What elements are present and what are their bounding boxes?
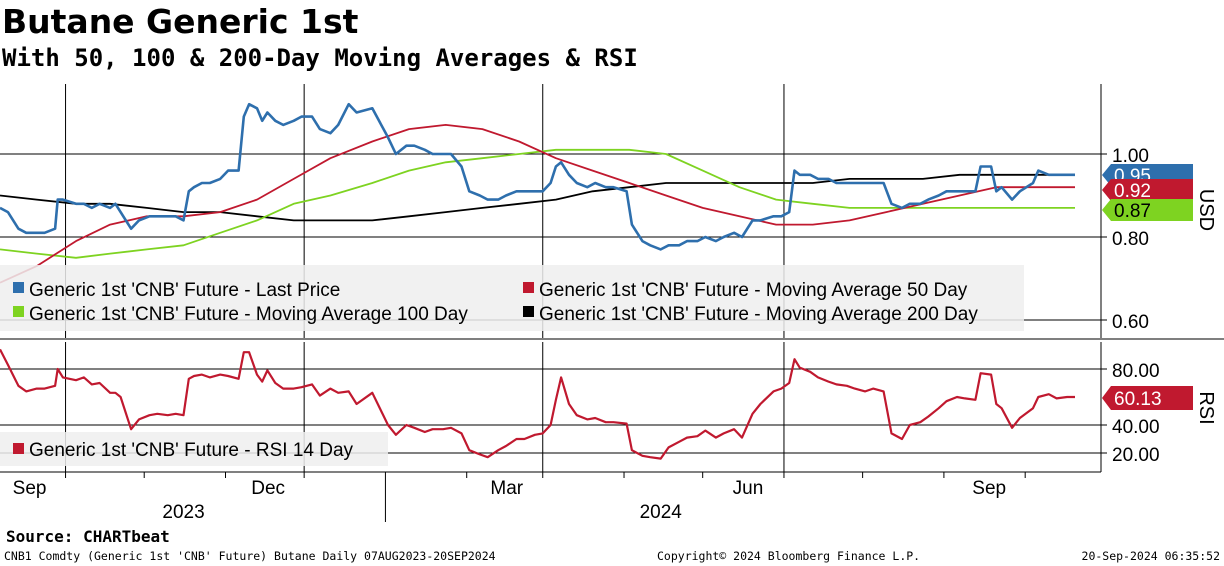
legend-label-ma200: Generic 1st 'CNB' Future - Moving Averag… [539, 304, 978, 325]
x-year-label: 2023 [162, 502, 204, 523]
rsi-tick-labels: 80.00 40.00 20.00 [1101, 361, 1160, 466]
legend-label-ma50: Generic 1st 'CNB' Future - Moving Averag… [539, 280, 968, 301]
x-tick-label: Sep [972, 478, 1006, 499]
x-year-label: 2024 [640, 502, 683, 523]
legend-swatch-rsi [13, 443, 24, 454]
price-tick-label: 1.00 [1112, 146, 1149, 167]
legend-label-ma100: Generic 1st 'CNB' Future - Moving Averag… [29, 304, 468, 325]
price-series-lines [0, 102, 1075, 284]
x-axis: Sep Dec Mar Jun Sep 2023 2024 [13, 472, 1026, 523]
rsi-tick-label: 40.00 [1112, 417, 1160, 438]
price-axis-label: USD [1195, 189, 1217, 231]
rsi-axis-label: RSI [1195, 391, 1217, 424]
last-value-text-ma100: 0.87 [1114, 201, 1151, 222]
price-legend-box [0, 265, 1024, 331]
x-tick-label: Dec [251, 478, 285, 499]
series-line-ma200 [0, 173, 1075, 222]
legend-label-rsi: Generic 1st 'CNB' Future - RSI 14 Day [29, 440, 354, 461]
rsi-legend-box [0, 432, 388, 466]
source-note: Source: CHARTbeat [6, 527, 170, 546]
x-tick-label: Mar [490, 478, 523, 499]
legend-label-last-price: Generic 1st 'CNB' Future - Last Price [29, 280, 340, 301]
last-value-text-ma50: 0.92 [1114, 181, 1151, 202]
last-value-text-rsi: 60.13 [1114, 389, 1162, 410]
series-line-last_price [0, 102, 1075, 251]
footer-timestamp: 20-Sep-2024 06:35:52 [1081, 549, 1220, 563]
last-value-tag-ma50 [1102, 179, 1193, 201]
rsi-legend: Generic 1st 'CNB' Future - RSI 14 Day [0, 432, 388, 466]
legend-swatch-ma200 [523, 306, 534, 317]
x-tick-label: Sep [13, 478, 47, 499]
legend-swatch-last-price [13, 282, 24, 293]
rsi-series-lines [0, 348, 1075, 460]
last-value-tag-rsi [1102, 386, 1193, 410]
rsi-tick-label: 80.00 [1112, 361, 1160, 382]
price-tick-label: 0.60 [1112, 312, 1149, 333]
price-last-value-tags: 0.950.920.87 [1102, 164, 1193, 222]
price-tick-labels: 1.00 0.80 0.60 [1101, 146, 1149, 333]
footer-description: CNB1 Comdty (Generic 1st 'CNB' Future) B… [4, 549, 496, 563]
price-legend: Generic 1st 'CNB' Future - Last Price Ge… [0, 265, 1024, 331]
rsi-vertical-gridlines [65, 342, 785, 472]
price-tick-label: 0.80 [1112, 229, 1149, 250]
series-line-rsi [0, 348, 1075, 460]
legend-swatch-ma50 [523, 282, 534, 293]
footer-copyright: Copyright© 2024 Bloomberg Finance L.P. [657, 549, 921, 563]
series-line-ma100 [0, 148, 1075, 259]
rsi-tick-label: 20.00 [1112, 445, 1160, 466]
chart-title: Butane Generic 1st [2, 2, 359, 41]
rsi-panel: 80.00 40.00 20.00 60.13 RSI Generic 1st 'C… [0, 342, 1217, 473]
chart-subtitle: With 50, 100 & 200-Day Moving Averages &… [2, 44, 638, 72]
last-value-tag-ma100 [1102, 199, 1193, 221]
rsi-last-value-tags: 60.13 [1102, 386, 1193, 410]
price-panel: 1.00 0.80 0.60 0.950.920.87 USD Generic 1s… [0, 84, 1224, 340]
x-tick-label: Jun [733, 478, 764, 499]
legend-swatch-ma100 [13, 306, 24, 317]
